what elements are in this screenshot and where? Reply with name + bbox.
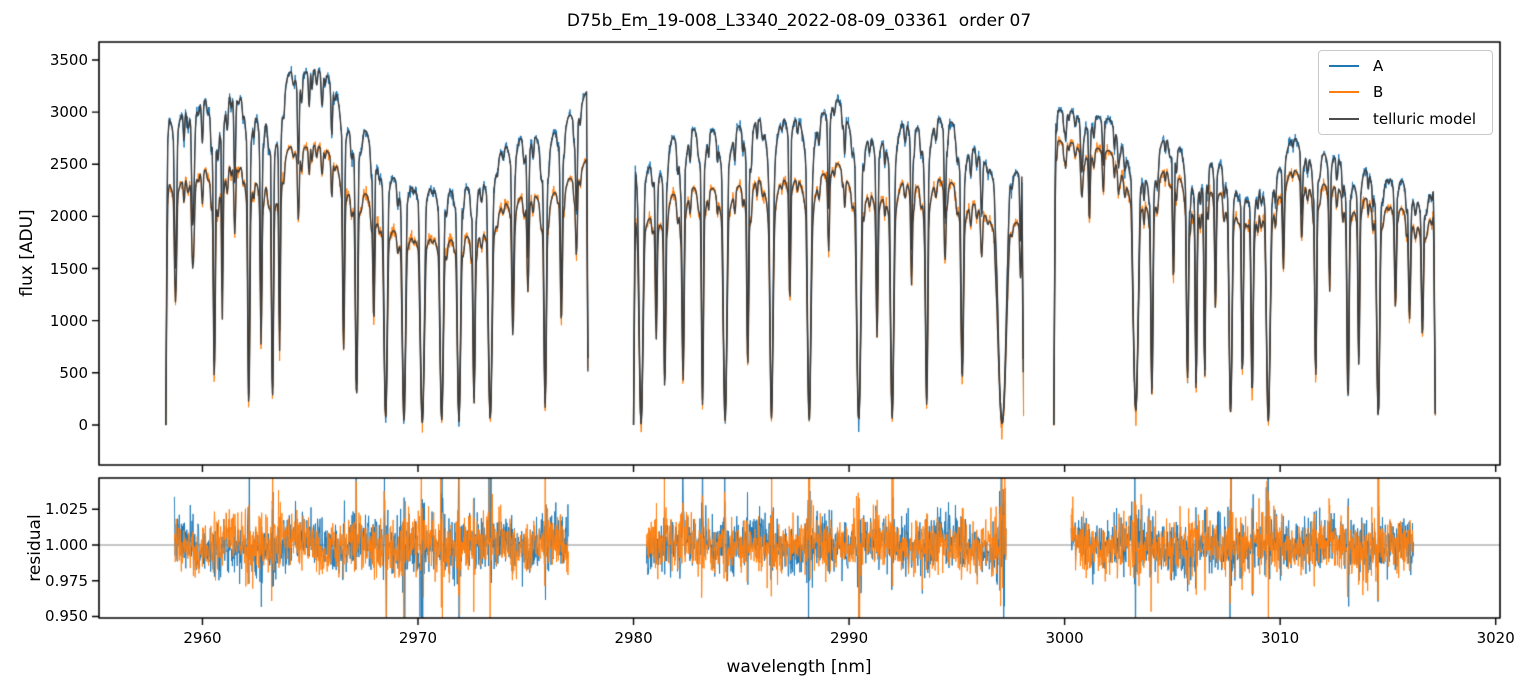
legend: A B telluric model [1318, 50, 1493, 135]
flux-tick-label: 2000 [49, 207, 88, 226]
x-tick-label: 2960 [183, 629, 222, 647]
legend-entry-telluric-model: telluric model [1329, 106, 1492, 132]
legend-label-a: A [1373, 57, 1384, 76]
telluric-model-line-swatch [1329, 117, 1359, 120]
x-tick-label: 2970 [398, 629, 438, 647]
flux-tick-label: 500 [59, 363, 88, 382]
flux-tick-label: 0 [78, 415, 88, 434]
flux-tick-label: 1500 [49, 259, 88, 278]
series-a-line-swatch [1329, 65, 1359, 68]
flux-tick-label: 3500 [49, 50, 88, 69]
x-axis-label: wavelength [nm] [726, 657, 872, 677]
legend-entry-b: B [1329, 79, 1492, 105]
legend-entry-a: A [1329, 53, 1492, 79]
flux-tick-label: 2500 [49, 155, 88, 174]
x-tick-label: 2990 [829, 629, 869, 647]
plot-title: D75b_Em_19-008_L3340_2022-08-09_03361 or… [566, 11, 1032, 31]
flux-tick-label: 3000 [49, 103, 88, 122]
flux-tick-label: 1000 [49, 311, 88, 330]
residual-tick-label: 0.950 [45, 607, 88, 626]
x-tick-label: 3010 [1261, 629, 1300, 647]
x-tick-label: 3000 [1045, 629, 1084, 647]
x-tick-label: 2980 [614, 629, 653, 647]
residual-tick-label: 1.025 [45, 500, 88, 519]
x-tick-label: 3020 [1476, 629, 1515, 647]
series-b-line-swatch [1329, 91, 1359, 94]
legend-label-telluric-model: telluric model [1373, 109, 1477, 128]
residual-tick-label: 0.975 [45, 571, 88, 590]
legend-label-b: B [1373, 83, 1384, 102]
residual-tick-label: 1.000 [45, 536, 88, 554]
